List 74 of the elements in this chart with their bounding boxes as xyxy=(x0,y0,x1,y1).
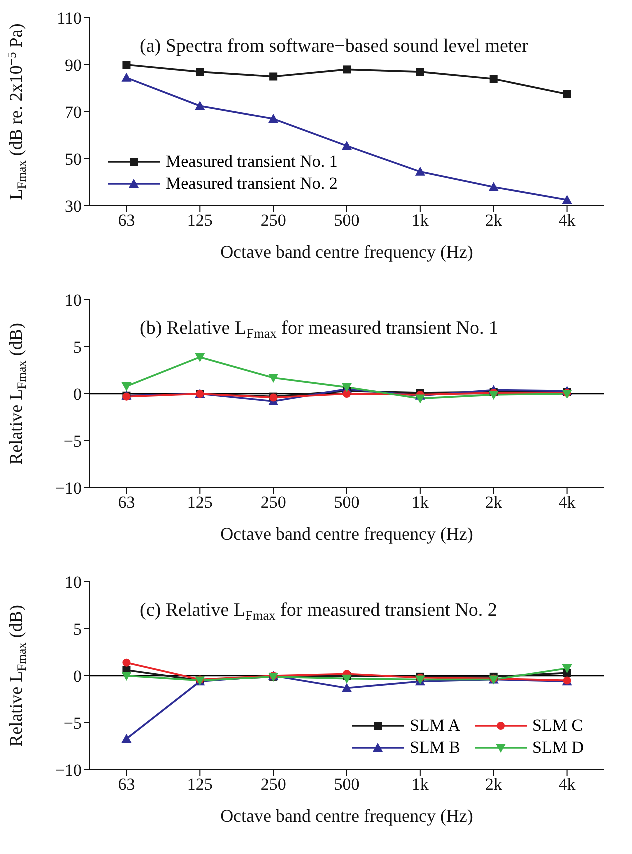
point xyxy=(122,72,132,82)
x-tick-label: 4k xyxy=(558,211,576,230)
point xyxy=(415,166,426,176)
x-tick-label: 63 xyxy=(118,775,136,794)
point xyxy=(270,72,278,81)
x-axis-title: Octave band centre frequency (Hz) xyxy=(220,242,474,262)
text: (b) Relative L$_{Fmax}$ for measured transient No. 1 xyxy=(140,318,498,341)
legend-label: SLM C xyxy=(532,716,584,736)
point xyxy=(122,658,131,667)
point xyxy=(415,394,426,404)
y-tick-label: −5 xyxy=(64,714,82,734)
point xyxy=(196,68,204,76)
point xyxy=(195,353,206,362)
point xyxy=(488,390,499,400)
point xyxy=(490,75,498,84)
y-tick-label: 30 xyxy=(65,197,82,216)
y-tick-label: 70 xyxy=(65,103,82,122)
point xyxy=(342,674,352,684)
x-tick-label: 250 xyxy=(260,211,286,230)
point xyxy=(563,90,572,98)
legend-label: SLM D xyxy=(532,738,584,758)
y-tick-label: 5 xyxy=(74,620,82,640)
y-tick-label: −5 xyxy=(64,432,82,452)
x-tick-label: 500 xyxy=(334,493,360,512)
point xyxy=(343,66,351,74)
x-tick-label: 2k xyxy=(485,493,503,512)
x-tick-label: 4k xyxy=(558,493,576,512)
y-tick-label: 0 xyxy=(74,385,82,404)
x-tick-label: 125 xyxy=(187,493,213,512)
y-tick-label: 50 xyxy=(65,150,82,170)
point xyxy=(562,664,572,674)
x-tick-label: 250 xyxy=(260,775,286,794)
legend-label: Measured transient No. 1 xyxy=(166,152,338,172)
point xyxy=(562,195,572,204)
text: (c) Relative L$_{Fmax}$ for measured transient No. 2 xyxy=(140,600,498,623)
x-tick-label: 1k xyxy=(412,211,430,230)
x-tick-label: 500 xyxy=(334,775,360,794)
y-tick-label: 10 xyxy=(65,573,82,592)
x-tick-label: 2k xyxy=(485,775,503,794)
point xyxy=(416,68,424,76)
text: (a) Spectra from software−based sound level meter xyxy=(140,36,530,57)
x-axis-title: Octave band centre frequency (Hz) xyxy=(220,806,474,826)
legend-label: Measured transient No. 2 xyxy=(166,174,338,194)
x-tick-label: 2k xyxy=(485,211,503,230)
point xyxy=(342,141,352,150)
y-tick-label: −10 xyxy=(55,761,82,780)
legend-label: SLM B xyxy=(410,738,461,758)
point xyxy=(268,114,279,124)
x-tick-label: 63 xyxy=(118,493,136,512)
point xyxy=(122,734,132,743)
x-tick-label: 125 xyxy=(187,775,213,794)
x-tick-label: 125 xyxy=(187,211,213,230)
y-tick-label: 5 xyxy=(74,338,82,358)
x-tick-label: 4k xyxy=(558,775,576,794)
y-tick-label: 0 xyxy=(74,667,82,686)
x-axis-title: Octave band centre frequency (Hz) xyxy=(220,524,474,544)
legend-label: SLM A xyxy=(410,716,461,736)
point xyxy=(268,374,279,384)
point xyxy=(122,61,131,69)
y-tick-label: −10 xyxy=(55,479,82,498)
x-tick-label: 63 xyxy=(118,211,136,230)
point xyxy=(122,672,132,681)
x-tick-label: 1k xyxy=(412,493,430,512)
point xyxy=(343,390,351,398)
point xyxy=(122,382,132,392)
x-tick-label: 250 xyxy=(260,493,286,512)
y-tick-label: 110 xyxy=(57,9,82,28)
y-tick-label: 90 xyxy=(65,56,82,76)
point xyxy=(342,683,352,692)
point xyxy=(195,101,206,110)
x-tick-label: 1k xyxy=(412,775,430,794)
x-tick-label: 500 xyxy=(334,211,360,230)
y-tick-label: 10 xyxy=(65,291,82,310)
point xyxy=(488,182,499,192)
